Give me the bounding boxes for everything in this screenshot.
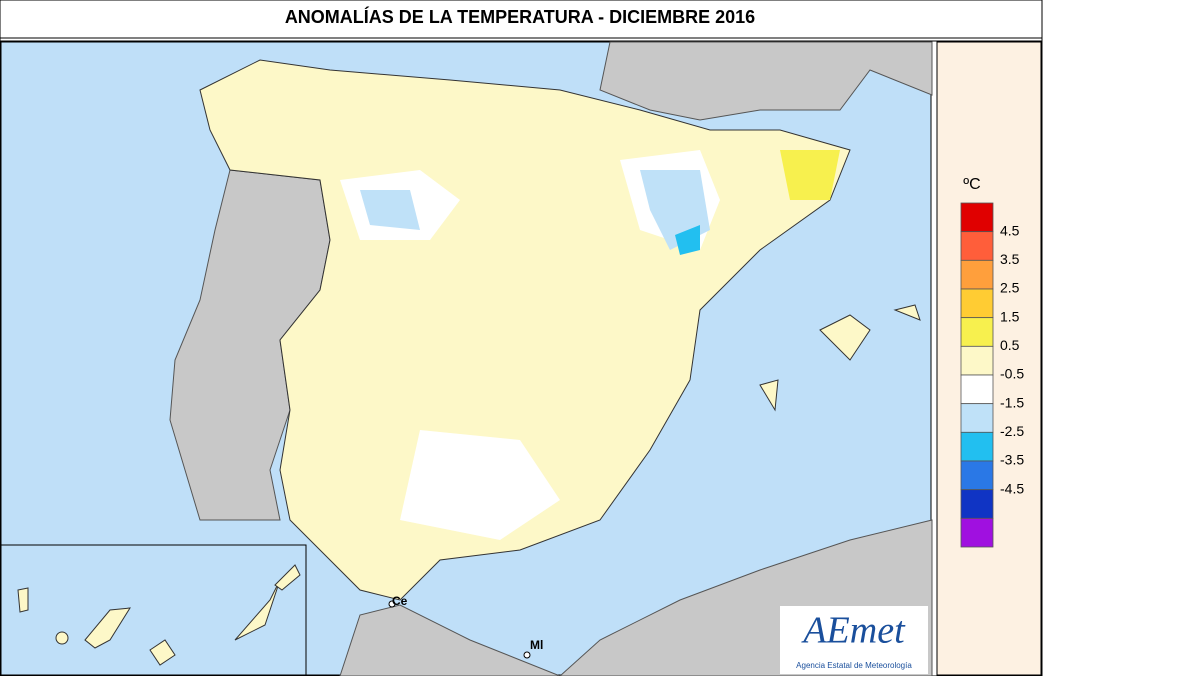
lanzarote <box>274 564 301 591</box>
logo: AEmet <box>800 610 906 652</box>
legend-label: 3.5 <box>1000 251 1020 267</box>
anomaly-yellow <box>780 150 840 200</box>
la-palma <box>17 587 29 613</box>
legend-swatch <box>960 517 994 548</box>
legend: 4.5 3.5 2.5 1.5 0.5 -0.5 -1.5 -2.5 -3.5 -4.5 <box>960 202 1024 548</box>
anomaly-blue <box>360 190 420 230</box>
legend-swatch <box>960 431 994 462</box>
place-label: Ml <box>530 638 543 652</box>
legend-label: 2.5 <box>1000 280 1020 296</box>
legend-swatch <box>960 460 994 491</box>
legend-label: -4.5 <box>1000 480 1024 496</box>
legend-swatch <box>960 345 994 376</box>
map: Ce Ml AEmet Agencia Estatal de Meteorolo… <box>0 41 933 677</box>
legend-unit: ºC <box>963 176 980 193</box>
legend-label: -0.5 <box>1000 366 1024 382</box>
anomaly-cyan <box>675 225 700 255</box>
logo-box <box>780 606 928 674</box>
legend-swatch <box>960 202 994 233</box>
la-gomera <box>55 631 69 645</box>
mallorca <box>819 314 871 361</box>
legend-label: 1.5 <box>1000 308 1020 324</box>
legend-label: -3.5 <box>1000 452 1024 468</box>
legend-swatch <box>960 259 994 290</box>
tenerife <box>84 607 131 649</box>
anomaly-white <box>400 430 560 540</box>
legend-label: -2.5 <box>1000 423 1024 439</box>
title: ANOMALÍAS DE LA TEMPERATURA - DICIEMBRE … <box>285 6 755 27</box>
ibiza <box>759 379 779 412</box>
legend-swatch <box>960 317 994 347</box>
legend-swatch <box>960 403 994 433</box>
legend-swatch <box>960 288 994 319</box>
legend-label: 4.5 <box>1000 222 1020 238</box>
legend-label: 0.5 <box>1000 337 1020 353</box>
place-label: Ce <box>392 594 408 608</box>
gran-canaria <box>149 639 176 666</box>
legend-label: -1.5 <box>1000 394 1024 410</box>
logo-subtitle: Agencia Estatal de Meteorología <box>796 661 912 670</box>
legend-swatch <box>960 489 994 519</box>
city-dot <box>388 600 396 608</box>
legend-swatch <box>960 374 994 405</box>
city-dot <box>523 651 531 659</box>
menorca <box>893 304 921 321</box>
legend-swatch <box>960 231 994 261</box>
france <box>599 41 933 121</box>
